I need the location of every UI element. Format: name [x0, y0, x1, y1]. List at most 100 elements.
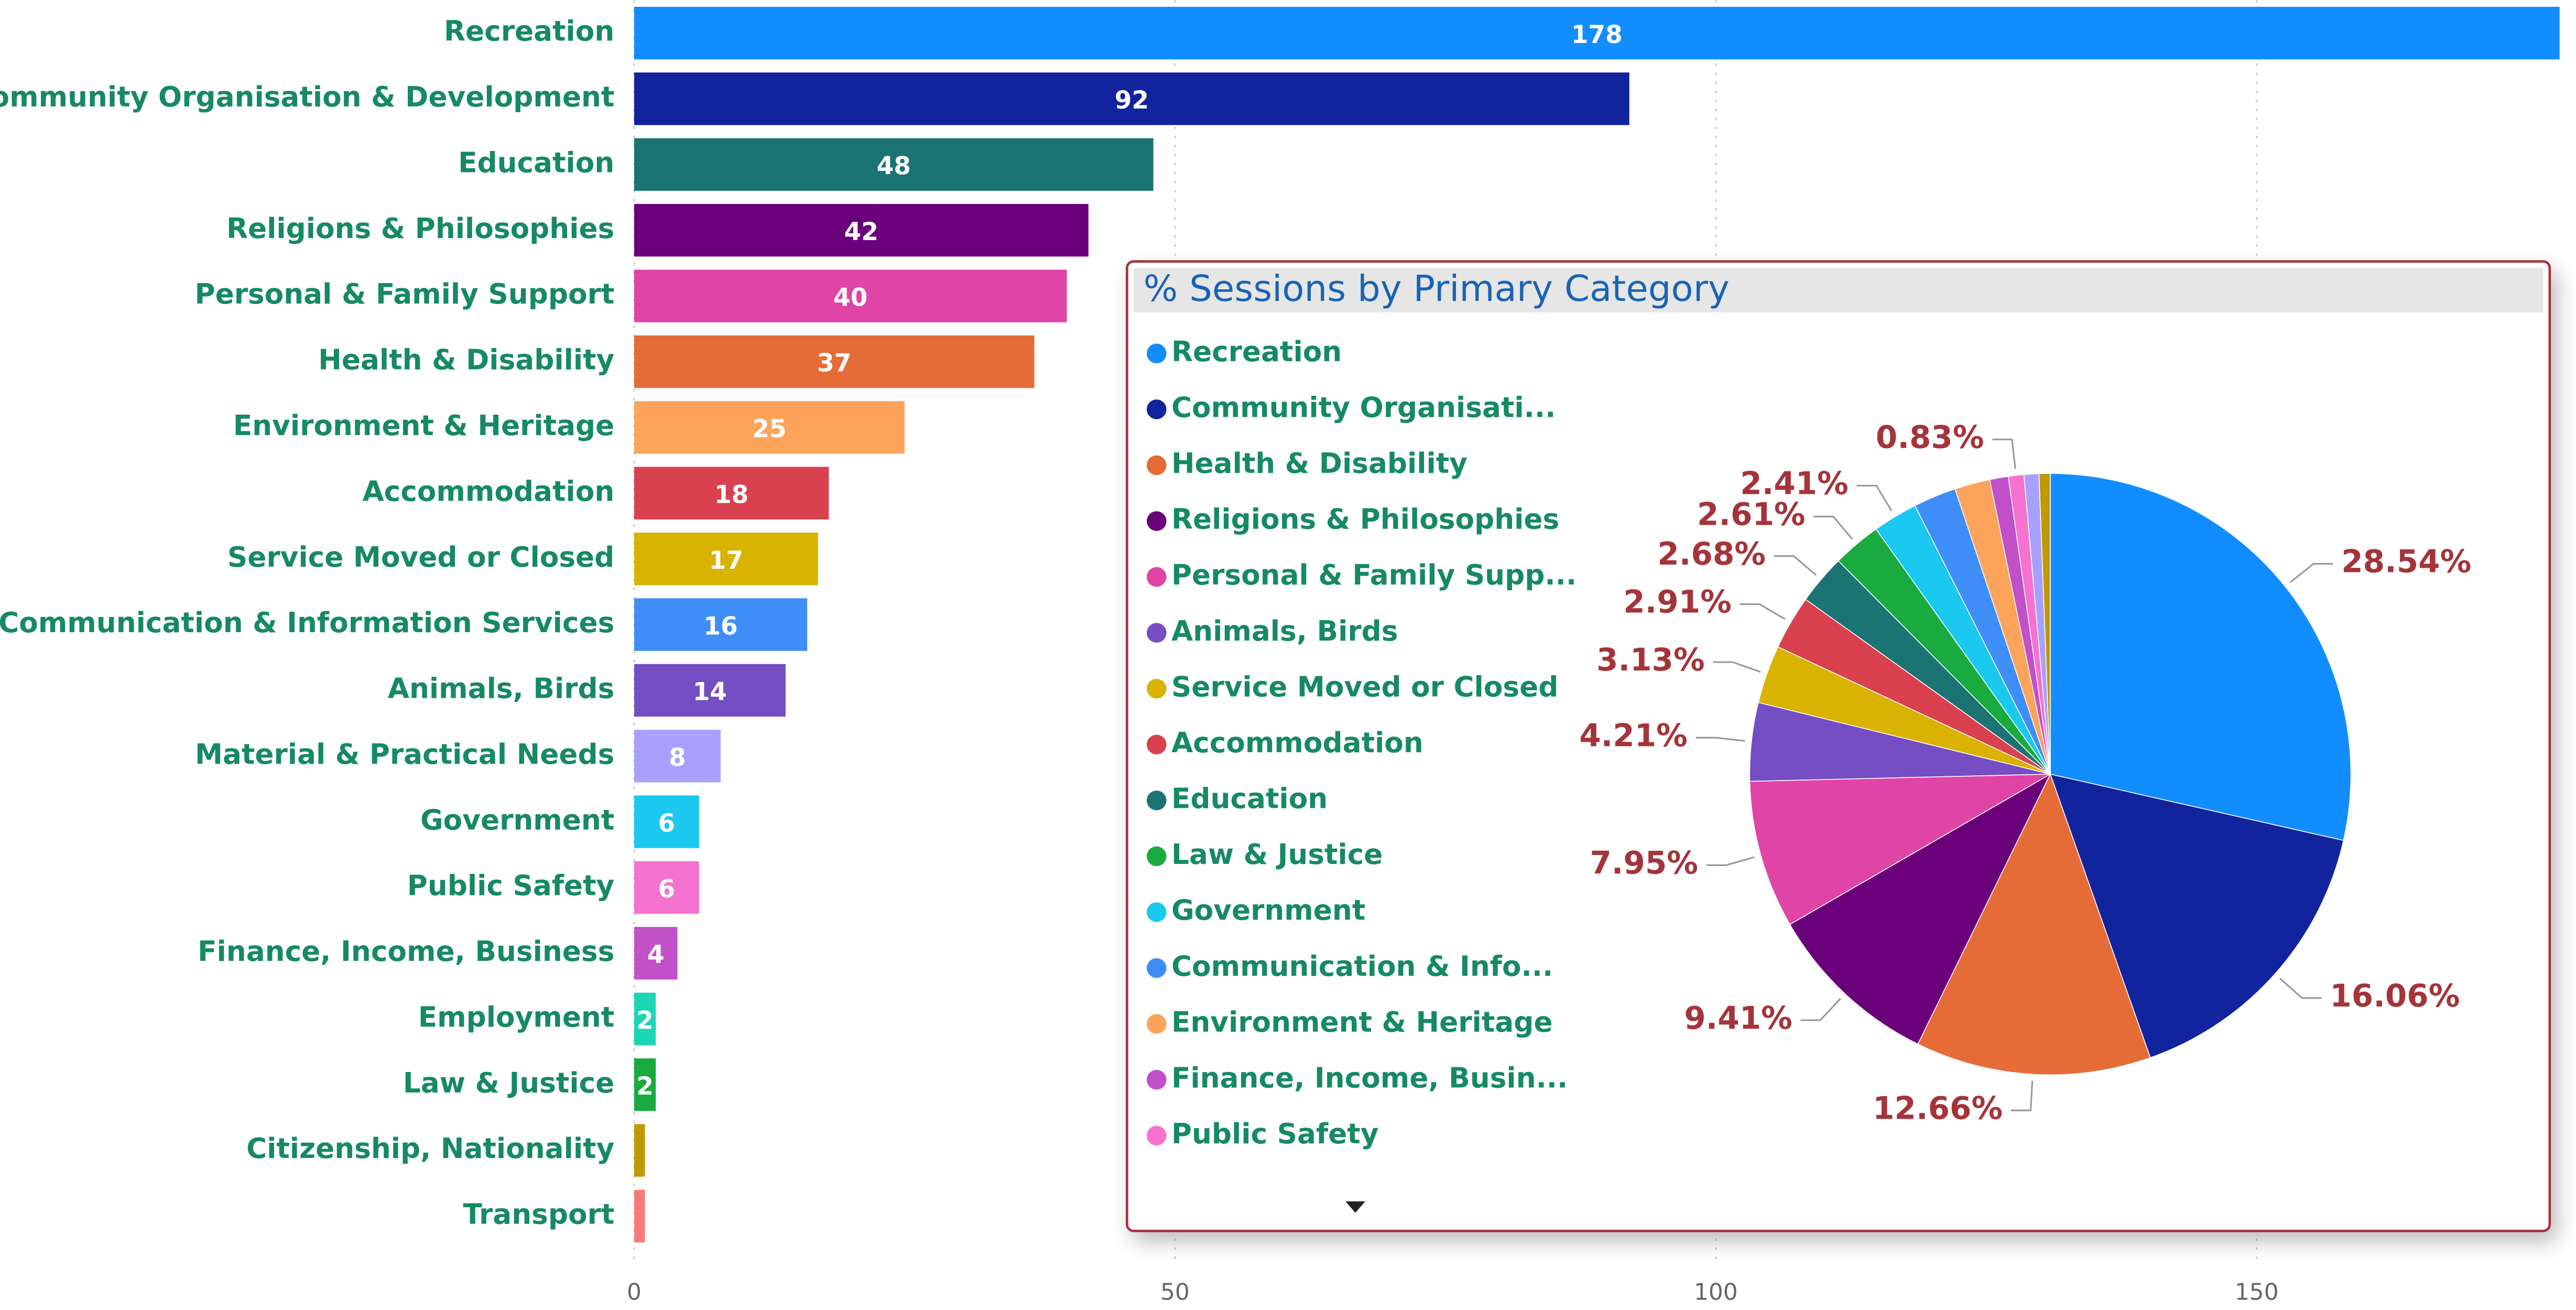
legend-dot: [1146, 511, 1167, 531]
legend-label: Animals, Birds: [1171, 615, 1398, 647]
category-label: Employment: [418, 1001, 615, 1033]
legend-label: Religions & Philosophies: [1171, 503, 1559, 536]
bar: [634, 992, 656, 1045]
x-tick-label: 50: [1160, 1279, 1190, 1305]
leader-line: [1706, 856, 1755, 866]
legend-label: Law & Justice: [1171, 838, 1383, 871]
category-label: Animals, Birds: [388, 673, 615, 705]
bar: [634, 138, 1154, 191]
value-label: 16: [703, 612, 737, 641]
slice-label: 2.68%: [1657, 536, 1766, 572]
slice-label: 2.91%: [1623, 584, 1732, 621]
bar: [634, 795, 699, 848]
legend-dot: [1146, 734, 1167, 755]
leader-line: [1740, 603, 1786, 620]
leader-line: [1774, 555, 1817, 576]
category-label: Public Safety: [407, 870, 615, 902]
bar: [634, 401, 905, 454]
leader-line: [2010, 1080, 2034, 1111]
legend-dot: [1146, 567, 1167, 587]
bar: [634, 467, 829, 519]
scroll-arrow[interactable]: [1345, 1201, 1365, 1213]
bar: [634, 204, 1089, 257]
legend-dot: [1146, 623, 1167, 643]
bar: [634, 532, 818, 586]
pie-slice: [2050, 473, 2352, 841]
legend-label: Finance, Income, Busin...: [1171, 1062, 1568, 1094]
value-label: 25: [752, 415, 786, 443]
value-label: 178: [1571, 20, 1623, 49]
category-label: Education: [458, 146, 614, 179]
legend-label: Government: [1171, 894, 1365, 927]
category-label: Transport: [463, 1198, 615, 1231]
value-label: 14: [693, 678, 727, 707]
value-label: 92: [1115, 86, 1149, 115]
leader-line: [1813, 515, 1853, 540]
legend-dot: [1146, 1125, 1167, 1146]
bar: [634, 269, 1067, 322]
category-label: Material & Practical Needs: [195, 738, 614, 771]
category-label: Citizenship, Nationality: [246, 1132, 614, 1165]
pie-slice: [2049, 773, 2344, 1058]
bar: [634, 927, 678, 980]
category-label: Environment & Heritage: [233, 409, 615, 442]
value-label: 42: [844, 218, 878, 246]
pie-slice: [1917, 773, 2151, 1076]
legend-label: Community Organisati...: [1171, 392, 1556, 424]
value-label: 4: [647, 940, 665, 969]
x-tick-label: 150: [2235, 1279, 2279, 1305]
pie-slice: [1789, 773, 2051, 1045]
legend-label: Personal & Family Supp...: [1171, 559, 1577, 591]
legend-dot: [1146, 455, 1167, 475]
legend-dot: [1146, 399, 1167, 419]
category-label: Health & Disability: [318, 344, 614, 376]
legend-label: Communication & Info...: [1171, 950, 1553, 982]
bar: [634, 335, 1035, 388]
category-label: Finance, Income, Business: [198, 935, 614, 968]
legend-label: Service Moved or Closed: [1171, 670, 1558, 703]
pie-chart: Recreation Community Organisati... Health …: [1146, 335, 2471, 1150]
leader-line: [1992, 438, 2016, 469]
value-label: 2: [636, 1006, 654, 1035]
bar: [634, 598, 808, 651]
title-band: [1133, 268, 2544, 312]
category-label: Recreation: [444, 15, 614, 48]
bar: [634, 72, 1629, 125]
legend-label: Education: [1171, 783, 1328, 815]
legend-dot: [1146, 343, 1167, 364]
bar: [634, 730, 721, 783]
slice-label: 16.06%: [2330, 978, 2460, 1014]
value-label: 6: [658, 875, 676, 904]
legend-label: Recreation: [1171, 335, 1342, 368]
value-label: 48: [877, 152, 911, 181]
slice-label: 12.66%: [1873, 1090, 2003, 1127]
pie-slice: [1749, 773, 2051, 925]
category-label: Community Organisation & Development: [0, 81, 614, 113]
leader-line: [1800, 998, 1841, 1021]
leader-line: [1856, 484, 1893, 512]
bar: [634, 861, 699, 914]
legend-dot: [1146, 678, 1167, 699]
category-label: Communication & Information Services: [0, 607, 614, 639]
category-label: Religions & Philosophies: [226, 212, 614, 245]
value-label: 6: [658, 809, 676, 838]
slice-label: 3.13%: [1596, 642, 1705, 678]
slice-label: 2.61%: [1697, 496, 1806, 533]
slice-label: 28.54%: [2341, 544, 2471, 580]
bar: [634, 6, 2560, 60]
value-label: 2: [636, 1072, 654, 1101]
slice-label: 2.41%: [1740, 466, 1849, 502]
legend-label: Accommodation: [1171, 727, 1423, 759]
legend-dot: [1146, 846, 1167, 867]
slice-label: 7.95%: [1590, 846, 1698, 882]
x-tick-label: 100: [1694, 1279, 1738, 1305]
category-label: Accommodation: [362, 475, 614, 507]
pie-slice: [2038, 473, 2051, 774]
legend-dot: [1146, 791, 1167, 810]
category-label: Service Moved or Closed: [227, 541, 614, 573]
slice-label: 9.41%: [1684, 1000, 1792, 1036]
value-label: 18: [714, 481, 748, 510]
